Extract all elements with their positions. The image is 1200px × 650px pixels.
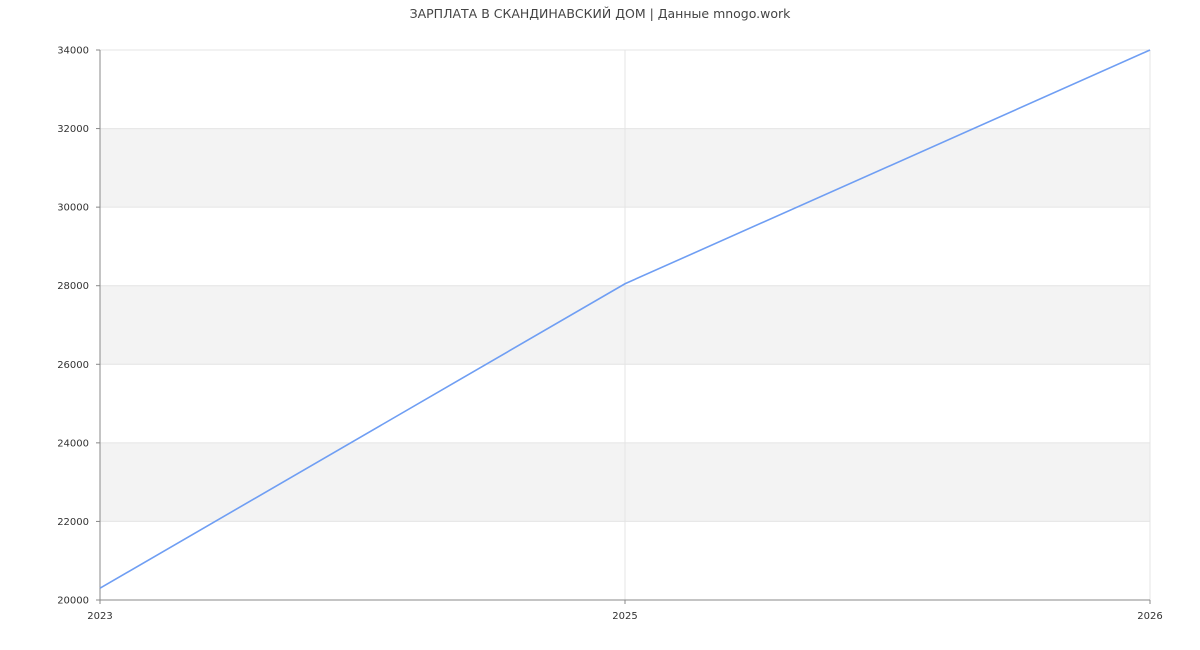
y-tick-label: 26000	[57, 360, 89, 371]
y-tick-label: 32000	[57, 124, 89, 135]
chart-title: ЗАРПЛАТА В СКАНДИНАВСКИЙ ДОМ | Данные mn…	[409, 6, 791, 21]
y-tick-label: 30000	[57, 203, 89, 214]
series-line	[99, 49, 1151, 589]
y-tick-label: 20000	[57, 596, 89, 607]
x-tick-label: 2026	[1137, 611, 1162, 622]
y-tick-label: 28000	[57, 281, 89, 292]
y-tick-label: 34000	[57, 46, 89, 57]
x-tick-label: 2025	[612, 611, 637, 622]
x-tick-label: 2023	[87, 611, 112, 622]
y-tick-label: 24000	[57, 438, 89, 449]
y-tick-label: 22000	[57, 517, 89, 528]
